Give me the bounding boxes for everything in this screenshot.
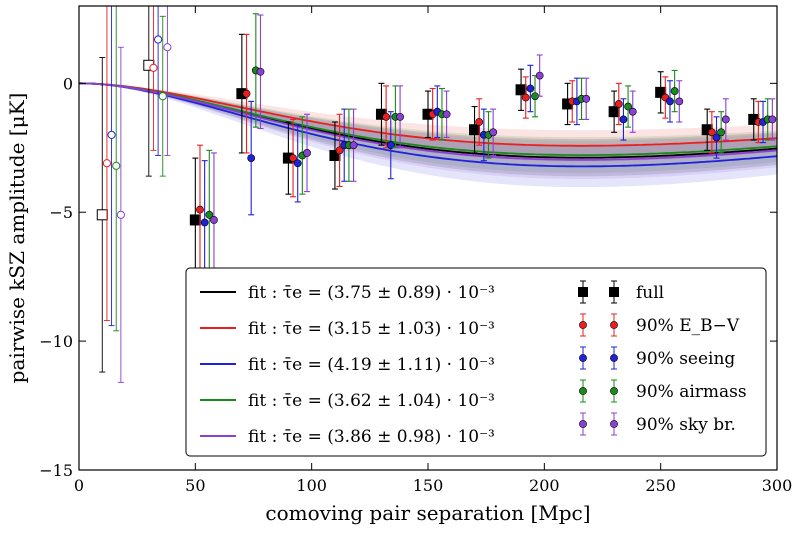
legend-series-marker [578,287,588,297]
data-point [712,133,721,142]
x-tick-label: 50 [185,476,205,495]
data-point [112,161,121,170]
data-points [96,6,777,383]
data-point [442,110,451,119]
legend-series-marker [579,321,587,329]
x-tick-label: 300 [762,476,793,495]
series-5 [116,6,777,383]
data-point [608,106,620,118]
data-point [256,67,265,76]
data-point [289,154,297,162]
x-tick-label: 100 [296,476,327,495]
data-point [624,102,632,111]
fit-band-1 [79,83,777,177]
legend-series-label: 90% E_B−V [636,316,740,336]
data-point [154,35,163,44]
legend-fit-label: fit : τ̄e = (4.19 ± 1.11) · 10⁻³ [248,355,495,375]
fit-band-3 [79,83,777,188]
x-axis-ticks: 0 50 100 150 200 250 300 [74,6,792,495]
y-tick-label: −10 [39,332,73,351]
data-point [158,92,167,101]
data-point [247,154,256,162]
data-point [768,115,777,124]
legend-series-marker [579,354,587,362]
data-point [515,84,527,96]
legend-series-marker [579,387,587,395]
data-point [619,115,628,124]
legend-fit-label: fit : τ̄e = (3.15 ± 1.03) · 10⁻³ [248,319,495,339]
data-point [489,128,498,137]
legend-series-label: full [636,283,664,303]
legend-fit-label: fit : τ̄e = (3.75 ± 0.89) · 10⁻³ [248,283,495,303]
legend-series-marker [610,354,618,362]
data-point [303,149,311,157]
data-point [721,115,730,124]
y-axis-label: pairwise kSZ amplitude [μK] [5,93,29,384]
fit-band-4 [79,83,777,173]
legend-series-marker [610,420,618,428]
data-point [189,214,201,226]
data-point [666,97,674,106]
data-point [116,210,125,219]
data-point [200,218,209,227]
x-tick-label: 150 [413,476,444,495]
legend-series-marker [610,321,618,329]
data-point [475,118,484,126]
data-point [163,43,172,52]
legend-fit-label: fit : τ̄e = (3.86 ± 0.98) · 10⁻³ [248,427,495,447]
legend: fit : τ̄e = (3.75 ± 0.89) · 10⁻³ fit : τ̄… [185,267,767,457]
legend-fit-entries: fit : τ̄e = (3.75 ± 0.89) · 10⁻³ fit : τ̄… [200,283,495,447]
data-point [396,112,404,121]
data-point [469,124,481,136]
fit-curve-4 [79,82,777,156]
x-tick-label: 250 [645,476,676,495]
data-point [382,112,391,121]
x-tick-label: 0 [74,476,84,495]
fit-curve-2 [79,82,777,147]
data-point [196,205,204,214]
legend-series-label: 90% sky br. [636,415,736,435]
data-point [707,128,716,137]
data-point [293,159,302,168]
data-point [521,93,530,102]
legend-series-marker [610,387,618,395]
legend-series-marker [609,287,619,297]
data-point [102,159,112,168]
data-point [614,100,623,108]
data-point [349,141,358,150]
legend-series-marker [579,420,587,428]
legend-series-label: 90% airmass [636,382,747,402]
legend-series-entries: full 90% E_B−V 90% seeing 90% airmass 90% sk… [578,280,747,436]
x-tick-label: 200 [529,476,560,495]
y-tick-label: −5 [49,203,73,222]
fit-curves [79,82,777,168]
data-point [149,63,158,72]
data-point [107,130,116,139]
y-tick-label: −15 [39,461,73,480]
data-point [96,209,108,221]
data-point [535,71,544,80]
data-point [582,94,591,103]
y-axis-ticks: −15 −10 −5 0 [39,74,777,480]
fit-curve-5 [79,82,777,161]
data-point [670,87,679,95]
data-point [717,128,726,137]
fit-band-2 [79,83,777,162]
legend-series-label: 90% seeing [636,349,735,369]
data-point [675,97,684,106]
legend-box [185,267,767,457]
data-point [205,210,214,219]
series-4 [112,6,772,332]
x-axis-label: comoving pair separation [Mpc] [265,501,590,525]
data-point [526,84,535,93]
data-point [242,89,251,98]
legend-fit-label: fit : τ̄e = (3.62 ± 1.04) · 10⁻³ [248,391,495,411]
y-tick-label: 0 [63,74,73,93]
data-point [335,146,344,155]
data-point [628,107,637,116]
fit-curve-3 [79,82,777,168]
data-point [210,216,218,224]
data-point [386,141,395,150]
